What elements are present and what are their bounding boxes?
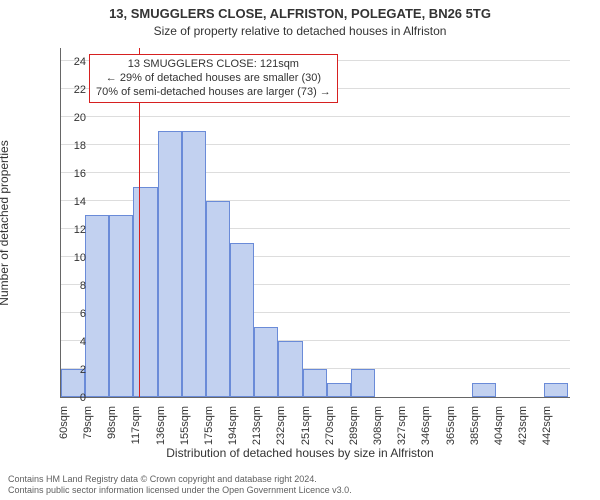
plot-area: 13 SMUGGLERS CLOSE: 121sqm ← 29% of deta…	[60, 48, 570, 398]
x-axis-label: Distribution of detached houses by size …	[0, 446, 600, 460]
x-tick: 175sqm	[203, 406, 215, 445]
bar	[278, 341, 302, 397]
bar	[182, 131, 206, 397]
y-tick: 16	[56, 168, 86, 180]
chart-title-main: 13, SMUGGLERS CLOSE, ALFRISTON, POLEGATE…	[0, 6, 600, 21]
x-tick: 308sqm	[372, 406, 384, 445]
x-tick: 385sqm	[469, 406, 481, 445]
bar	[351, 369, 375, 397]
y-tick: 10	[56, 252, 86, 264]
y-tick: 22	[56, 84, 86, 96]
annotation-line-3: 70% of semi-detached houses are larger (…	[96, 86, 331, 100]
x-tick: 60sqm	[58, 406, 70, 439]
bar	[133, 187, 157, 397]
y-axis-label: Number of detached properties	[0, 58, 11, 223]
y-tick: 0	[56, 392, 86, 404]
x-tick: 194sqm	[227, 406, 239, 445]
bar	[472, 383, 496, 397]
annotation-box: 13 SMUGGLERS CLOSE: 121sqm ← 29% of deta…	[89, 54, 338, 103]
y-tick: 8	[56, 280, 86, 292]
x-tick: 117sqm	[130, 406, 142, 444]
figure: 13, SMUGGLERS CLOSE, ALFRISTON, POLEGATE…	[0, 0, 600, 500]
x-tick: 136sqm	[155, 406, 167, 445]
x-tick: 79sqm	[82, 406, 94, 439]
x-tick: 442sqm	[541, 406, 553, 445]
chart-title-sub: Size of property relative to detached ho…	[0, 24, 600, 38]
bar	[158, 131, 182, 397]
bar	[303, 369, 327, 397]
x-tick: 289sqm	[348, 406, 360, 445]
bar	[327, 383, 351, 397]
y-tick: 14	[56, 196, 86, 208]
y-tick: 2	[56, 364, 86, 376]
bar	[254, 327, 278, 397]
bar	[85, 215, 109, 397]
y-tick: 4	[56, 336, 86, 348]
x-tick: 327sqm	[396, 406, 408, 445]
y-tick: 18	[56, 140, 86, 152]
x-tick: 423sqm	[517, 406, 529, 445]
attribution-line-1: Contains HM Land Registry data © Crown c…	[8, 474, 352, 485]
y-tick: 6	[56, 308, 86, 320]
bar	[109, 215, 133, 397]
bar	[230, 243, 254, 397]
x-tick: 346sqm	[420, 406, 432, 445]
bar	[544, 383, 568, 397]
x-tick: 365sqm	[445, 406, 457, 445]
x-tick: 213sqm	[251, 406, 263, 445]
y-tick: 24	[56, 56, 86, 68]
x-tick: 98sqm	[106, 406, 118, 439]
annotation-line-2: ← 29% of detached houses are smaller (30…	[96, 72, 331, 86]
x-tick: 251sqm	[300, 406, 312, 445]
annotation-line-1: 13 SMUGGLERS CLOSE: 121sqm	[96, 58, 331, 72]
x-tick: 232sqm	[275, 406, 287, 445]
x-tick: 404sqm	[493, 406, 505, 445]
x-tick: 270sqm	[324, 406, 336, 445]
attribution-text: Contains HM Land Registry data © Crown c…	[8, 474, 352, 497]
y-tick: 12	[56, 224, 86, 236]
y-tick: 20	[56, 112, 86, 124]
attribution-line-2: Contains public sector information licen…	[8, 485, 352, 496]
bar	[206, 201, 230, 397]
x-tick: 155sqm	[179, 406, 191, 445]
